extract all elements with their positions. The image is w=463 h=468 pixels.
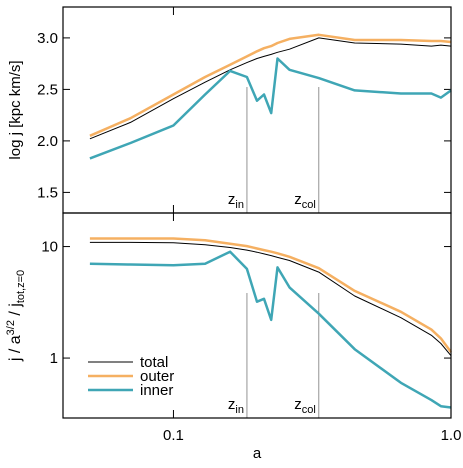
series-line	[89, 250, 452, 409]
y-axis-label-part: tot,z=0	[15, 270, 27, 303]
y-axis-label: log j [kpc km/s]	[7, 60, 24, 159]
marker-label: zin	[228, 191, 244, 211]
marker-label-sub: col	[302, 199, 316, 211]
plot-frame	[62, 6, 452, 214]
y-axis-label: j / a3/2 / jtot,z=0	[5, 270, 27, 362]
marker-label: zcol	[294, 396, 316, 416]
x-tick-label: 0.1	[163, 427, 184, 444]
x-tick-label: 1.0	[441, 427, 462, 444]
y-tick-label: 1.5	[37, 184, 58, 201]
series-line	[89, 237, 453, 353]
marker-label-main: z	[228, 396, 236, 413]
y-tick-label: 3.0	[37, 30, 58, 47]
series-line	[89, 241, 452, 357]
marker-label-sub: col	[302, 404, 316, 416]
y-axis-label-part: / j	[7, 303, 24, 320]
y-axis-label-part: 3/2	[5, 320, 17, 335]
legend-label: total	[140, 354, 168, 371]
marker-label-sub: in	[235, 199, 244, 211]
marker-label: zcol	[294, 191, 316, 211]
marker-label-main: z	[294, 191, 302, 208]
x-axis-label: a	[253, 445, 262, 462]
marker-label-main: z	[294, 396, 302, 413]
plot-frame	[62, 212, 452, 419]
series-line	[89, 57, 452, 160]
series-line	[89, 33, 452, 137]
y-tick-label: 2.5	[37, 81, 58, 98]
legend-label: inner	[140, 382, 173, 399]
y-tick-label: 2.0	[37, 133, 58, 150]
y-axis-label-part: j / a	[7, 335, 24, 362]
y-tick-label: 1	[50, 350, 58, 367]
marker-label-main: z	[228, 191, 236, 208]
marker-label: zin	[228, 396, 244, 416]
series-line	[89, 37, 452, 140]
y-tick-label: 10	[41, 239, 58, 256]
marker-label-sub: in	[235, 404, 244, 416]
legend-label: outer	[140, 368, 174, 385]
